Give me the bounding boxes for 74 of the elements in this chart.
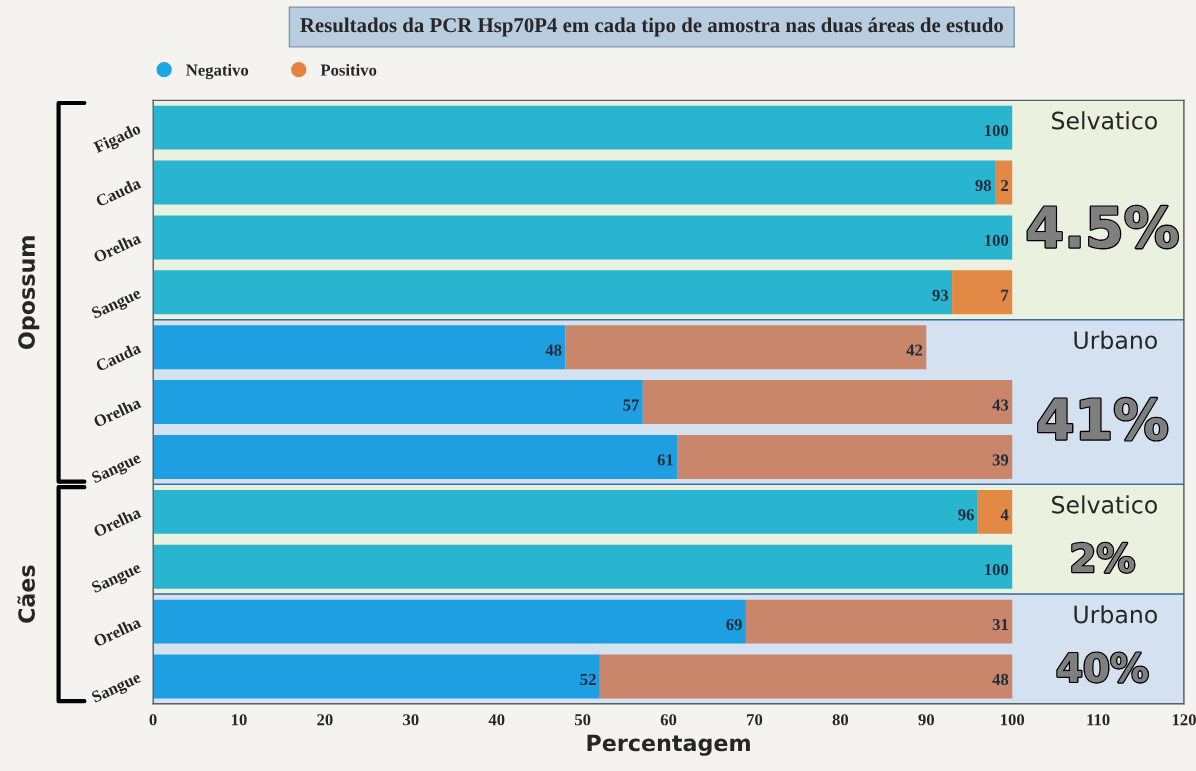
bar — [745, 599, 1013, 644]
y-tick-label: Cauda — [94, 341, 142, 372]
x-axis-title: Percentagem — [587, 734, 750, 756]
bar — [952, 270, 1013, 315]
legend-label: Negativo — [186, 63, 249, 80]
data-label: 61 — [657, 454, 673, 466]
y-tick-label: Sangue — [90, 561, 143, 597]
annotation: 41% — [1038, 398, 1168, 441]
y-tick-label: Orelha — [92, 231, 142, 263]
bar — [153, 270, 953, 315]
data-label: 39 — [992, 454, 1009, 466]
annotation: 40% — [1057, 652, 1148, 683]
y-tick-label: Sangue — [90, 287, 143, 322]
annotation: Urbano — [1074, 605, 1157, 624]
annotation: 4.5% — [1027, 206, 1178, 249]
data-label: 48 — [545, 344, 562, 356]
y-tick-label: Sangue — [90, 671, 143, 707]
bar — [153, 654, 600, 699]
bar — [153, 599, 746, 644]
data-label: 96 — [958, 509, 974, 521]
annotation: Urbano — [1074, 330, 1157, 350]
x-tick-label: 50 — [574, 714, 591, 726]
chart-title: Resultados da PCR Hsp70P4 em cada tipo de amostra nas duas áreas de estudo — [300, 17, 1004, 37]
bar — [153, 325, 566, 370]
x-tick-label: 0 — [149, 714, 157, 726]
text: Cães — [17, 565, 35, 623]
x-tick-label: 10 — [232, 714, 247, 726]
annotation: Selvatico — [1052, 495, 1157, 514]
x-tick-label: 90 — [918, 714, 934, 726]
x-tick-label: 100 — [1001, 714, 1025, 726]
bar — [677, 435, 1013, 479]
bar — [153, 215, 1013, 260]
data-label: 69 — [726, 618, 742, 631]
x-tick-label: 110 — [1087, 714, 1110, 726]
y-tick-label: Figado — [92, 122, 143, 157]
data-label: 4 — [1000, 509, 1009, 521]
data-label: 31 — [992, 618, 1008, 631]
data-label: 48 — [992, 673, 1009, 686]
bar — [995, 160, 1013, 205]
y-tick-label: Orelha — [92, 506, 142, 538]
data-label: 52 — [580, 673, 596, 686]
data-label: 93 — [932, 289, 949, 301]
x-tick-label: 120 — [1172, 714, 1196, 726]
x-tick-label: 80 — [832, 714, 849, 726]
x-tick-label: 60 — [660, 714, 677, 726]
data-label: 100 — [985, 124, 1009, 137]
data-label: 100 — [985, 234, 1009, 246]
y-tick-label: Orelha — [92, 396, 142, 428]
bar — [642, 380, 1013, 425]
data-label: 100 — [985, 564, 1009, 576]
text: Opossum — [18, 236, 40, 349]
data-label: 42 — [906, 344, 923, 356]
bar — [153, 160, 996, 205]
bar — [153, 435, 678, 479]
annotation: Selvatico — [1052, 111, 1157, 130]
x-tick-label: 30 — [403, 714, 419, 726]
annotation: 2% — [1072, 543, 1135, 573]
data-label: 7 — [1001, 289, 1009, 301]
x-tick-label: 20 — [317, 714, 333, 726]
bar — [599, 654, 1013, 699]
bar — [977, 489, 1013, 534]
bar — [153, 105, 1013, 150]
y-tick-label: Cauda — [94, 176, 142, 208]
y-tick-label: Sangue — [90, 451, 143, 487]
bar — [153, 380, 643, 425]
x-tick-label: 40 — [488, 714, 505, 726]
y-tick-label: Orelha — [92, 615, 142, 648]
data-label: 98 — [975, 179, 992, 192]
data-label: 43 — [992, 399, 1009, 411]
bar — [565, 325, 927, 370]
data-label: 57 — [623, 399, 639, 411]
legend-label: Positivo — [320, 63, 377, 76]
data-label: 2 — [1001, 179, 1009, 191]
x-tick-label: 70 — [747, 714, 763, 726]
